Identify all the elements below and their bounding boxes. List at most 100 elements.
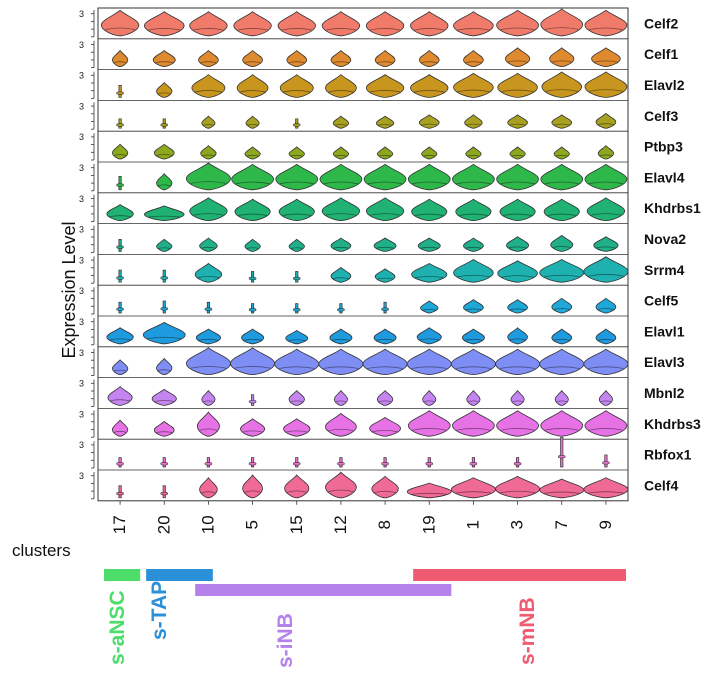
row-y-tick-label: 3 (79, 9, 84, 19)
row-y-tick-label: 3 (79, 40, 84, 50)
violin (111, 419, 129, 437)
violin (321, 197, 361, 221)
violin-knob (292, 308, 301, 312)
violin-shade (156, 154, 173, 156)
violin-shade (113, 369, 127, 372)
violin (371, 475, 399, 499)
violin (277, 11, 316, 37)
violin (118, 269, 122, 283)
violin (245, 115, 260, 129)
violin (153, 420, 175, 437)
violin-shade (290, 154, 304, 157)
violin (118, 238, 122, 252)
violin (230, 347, 276, 375)
violin-shade (590, 213, 622, 216)
violin-shade (367, 366, 403, 369)
violin-shade (244, 490, 261, 493)
violin-shade (597, 308, 614, 310)
violin-knob (116, 91, 124, 95)
row-y-tick-label: 3 (79, 255, 84, 265)
violin-shade (544, 491, 580, 494)
cluster-tick-label: 12 (331, 515, 350, 534)
cluster-tick-label: 9 (596, 520, 615, 529)
gene-row-elavl4: 3 Elavl4 (79, 161, 685, 192)
violin-shade (419, 338, 440, 341)
gene-label: Celf5 (644, 293, 678, 309)
row-y-tick-label: 3 (79, 440, 84, 450)
violin (450, 348, 496, 375)
violin-knob (425, 462, 434, 466)
violin (365, 74, 405, 98)
violin-shade (544, 366, 580, 369)
violin-shade (190, 181, 227, 184)
violin-shade (599, 154, 613, 157)
violin (540, 8, 584, 37)
violin-shade (286, 430, 308, 433)
violin (406, 348, 452, 375)
violin-shade (157, 369, 171, 372)
violin-knob (248, 276, 257, 281)
violin (240, 418, 266, 437)
violin (495, 348, 541, 375)
violin (201, 115, 216, 129)
violin (560, 437, 564, 468)
violin (418, 49, 440, 67)
violin-shade (332, 61, 349, 64)
violin (465, 146, 482, 160)
violin-shade (372, 430, 398, 433)
violin (551, 114, 573, 129)
cluster-tick-label: 20 (154, 515, 173, 534)
violin-shade (113, 430, 127, 433)
plot-frame (97, 7, 629, 502)
violin-knob (116, 491, 124, 496)
violin-knob (381, 307, 389, 311)
violin-shade (544, 181, 579, 185)
violin (330, 266, 352, 283)
violin (286, 49, 308, 67)
violin (593, 236, 619, 252)
violin (509, 146, 526, 160)
violin (497, 260, 538, 283)
violin-shade (512, 400, 524, 403)
violin (550, 234, 574, 252)
violin-shade (201, 246, 216, 249)
violin (597, 145, 615, 160)
violin-shade (157, 247, 171, 249)
row-y-tick-label: 3 (79, 194, 84, 204)
cluster-tick-label: 10 (198, 515, 217, 534)
violin (416, 327, 442, 345)
violin (497, 72, 538, 98)
violin (506, 236, 530, 252)
violin (156, 173, 173, 191)
violin-shade (508, 246, 527, 249)
violin-shade (556, 400, 568, 403)
violin-shade (421, 61, 438, 64)
violin-shade (465, 246, 482, 249)
gene-label: Khdrbs1 (644, 200, 701, 216)
violin-shade (545, 89, 578, 92)
violin-shade (588, 366, 624, 369)
violin (143, 11, 185, 37)
gene-row-rbfox1: 3 Rbfox1 (79, 437, 692, 469)
violin (507, 114, 528, 129)
gene-row-mbnl2: 3 Mbnl2 (79, 377, 685, 407)
violin-shade (588, 274, 624, 277)
clusters-label: clusters (12, 541, 71, 560)
violin (362, 348, 408, 375)
violin-shade (235, 181, 270, 185)
violin-shade (412, 181, 447, 185)
violin (100, 9, 140, 37)
violin-shade (420, 246, 439, 249)
violin-shade (552, 246, 571, 248)
violin (194, 262, 223, 283)
violin (463, 237, 484, 252)
violin-shade (376, 246, 394, 249)
violin-shade (368, 181, 402, 185)
violin (106, 327, 134, 345)
violin (452, 163, 495, 191)
violin (591, 47, 621, 67)
violin-shade (290, 247, 304, 249)
violin-shade (459, 213, 488, 216)
violin-shade (374, 490, 396, 494)
violin (333, 389, 348, 406)
